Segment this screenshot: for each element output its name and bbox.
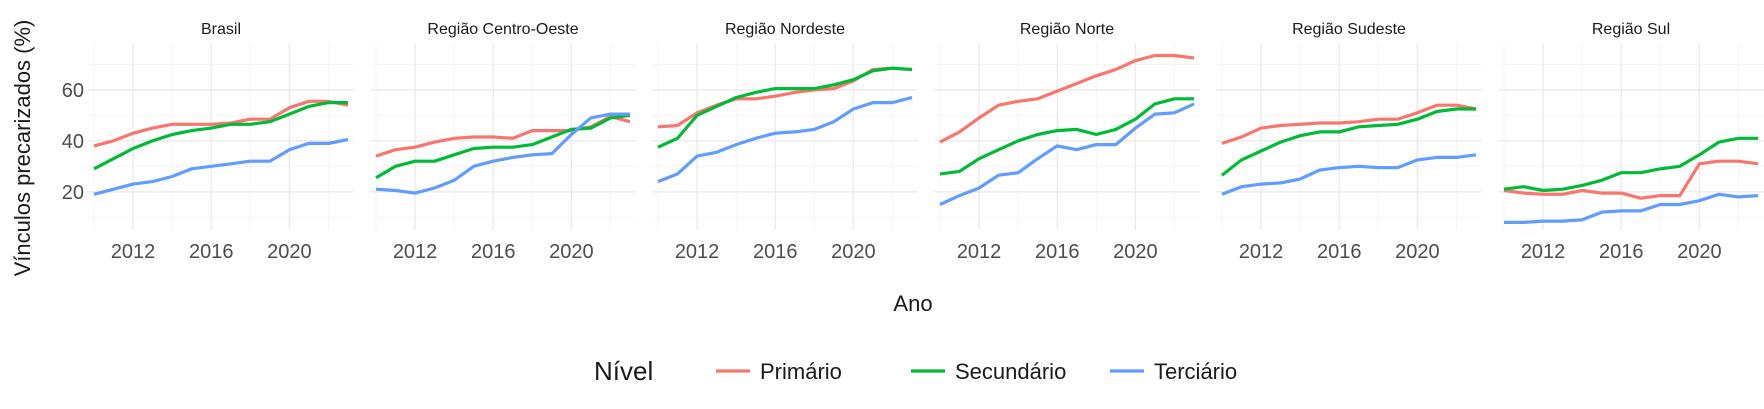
series-line-secundário xyxy=(1221,107,1476,177)
legend-entry: Primário xyxy=(716,359,842,384)
legend-title: Nível xyxy=(594,356,653,386)
x-tick-label: 2020 xyxy=(1677,241,1722,263)
facet-title: Região Sudeste xyxy=(1292,21,1406,38)
series-line-secundário xyxy=(1503,136,1758,193)
facet-panel: Região Nordeste 2012 2016 2020 xyxy=(652,21,918,263)
x-tick-label: 2012 xyxy=(111,241,156,263)
series-line-secundário xyxy=(375,113,631,180)
legend-entry: Secundário xyxy=(911,359,1066,384)
x-tick-label: 2020 xyxy=(831,241,876,263)
y-axis-title: Vínculos precarizados (%) xyxy=(10,20,35,277)
facet-title: Região Nordeste xyxy=(725,21,845,38)
series-line-primário xyxy=(93,99,349,148)
x-tick-label: 2012 xyxy=(393,241,438,263)
x-tick-label: 2016 xyxy=(753,241,798,263)
panel-background xyxy=(88,44,354,230)
x-tick-label: 2012 xyxy=(1521,241,1566,263)
facet-title: Região Sul xyxy=(1592,21,1670,38)
x-axis-title: Ano xyxy=(893,291,932,316)
series-line-terciário xyxy=(1504,192,1759,224)
x-tick-label: 2020 xyxy=(1395,241,1440,263)
series-line-terciário xyxy=(93,137,349,196)
series-line-terciário xyxy=(1221,153,1477,196)
facet-title: Região Centro-Oeste xyxy=(427,21,578,38)
panel-background xyxy=(1498,44,1764,230)
facet-title: Brasil xyxy=(201,21,241,38)
y-tick-label: 60 xyxy=(62,80,84,102)
x-tick-label: 2016 xyxy=(189,241,234,263)
x-tick-label: 2012 xyxy=(675,241,720,263)
x-tick-label: 2012 xyxy=(957,241,1002,263)
facet-title: Região Norte xyxy=(1020,21,1114,38)
legend-label: Secundário xyxy=(955,359,1066,384)
y-tick-label: 40 xyxy=(62,131,84,153)
series-line-terciário xyxy=(375,112,630,195)
panel-background xyxy=(934,44,1200,230)
x-tick-label: 2020 xyxy=(267,241,312,263)
series-line-secundário xyxy=(657,66,913,149)
panel-background xyxy=(1216,44,1482,230)
series-line-terciário xyxy=(939,102,1195,206)
y-tick-label: 20 xyxy=(62,182,84,204)
x-tick-label: 2016 xyxy=(471,241,516,263)
x-tick-label: 2016 xyxy=(1035,241,1080,263)
series-line-primário xyxy=(939,53,1195,144)
legend-entry: Terciário xyxy=(1110,359,1237,384)
facet-panel: Região Centro-Oeste 2012 2016 2020 xyxy=(370,21,636,263)
facet-panel: Região Sudeste 2012 2016 2020 xyxy=(1216,21,1482,263)
x-tick-label: 2016 xyxy=(1599,241,1644,263)
series-line-terciário xyxy=(657,95,913,184)
legend: Nível Primário Secundário Terciário xyxy=(594,356,1237,386)
x-tick-label: 2012 xyxy=(1239,241,1284,263)
series-line-secundário xyxy=(939,97,1194,176)
x-tick-label: 2020 xyxy=(1113,241,1158,263)
legend-label: Terciário xyxy=(1154,359,1237,384)
series-line-secundário xyxy=(93,100,348,171)
panel-background xyxy=(652,44,918,230)
x-tick-label: 2016 xyxy=(1317,241,1362,263)
series-line-primário xyxy=(1503,159,1759,200)
series-line-primário xyxy=(1221,103,1477,145)
legend-label: Primário xyxy=(760,359,842,384)
facet-panel: Região Sul 2012 2016 2020 xyxy=(1498,21,1764,263)
x-tick-label: 2020 xyxy=(549,241,594,263)
facet-panel: Região Norte 2012 2016 2020 xyxy=(934,21,1200,263)
